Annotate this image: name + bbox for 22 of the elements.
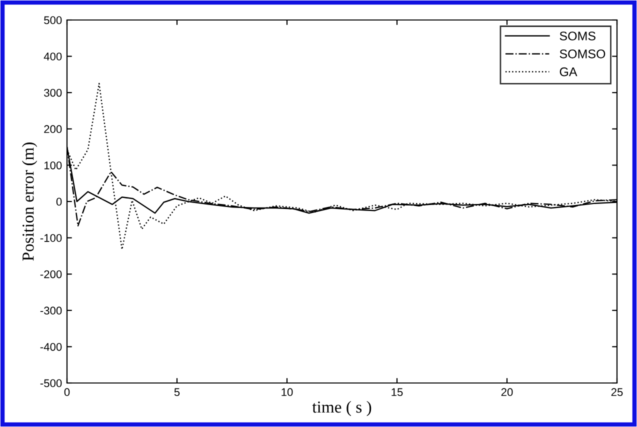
y-tick-label: -300	[40, 306, 62, 315]
y-tick-label: -400	[40, 342, 62, 351]
x-tick-label: 10	[282, 388, 293, 396]
y-tick-label: 400	[44, 52, 62, 60]
y-tick-label: 500	[44, 16, 62, 24]
x-tick-label: 5	[174, 388, 180, 396]
y-tick-label: -200	[40, 270, 62, 278]
x-axis-title: time ( s )	[312, 400, 372, 416]
y-tick-label: 200	[44, 125, 62, 134]
y-tick-label: 0	[56, 198, 62, 206]
x-tick-label: 20	[501, 388, 513, 396]
y-tick-label: -500	[40, 379, 62, 388]
y-axis-title: Position error (m)	[22, 142, 38, 261]
x-tick-label: 25	[611, 388, 623, 396]
legend-label: SOMS	[560, 32, 596, 40]
legend-label: SOMSO	[560, 49, 606, 58]
y-tick-label: 100	[44, 161, 62, 170]
x-tick-label: 15	[392, 388, 403, 396]
y-tick-label: -100	[40, 234, 62, 242]
y-tick-label: 300	[44, 88, 62, 97]
x-tick-label: 0	[64, 388, 70, 396]
legend-label: GA	[560, 67, 578, 76]
